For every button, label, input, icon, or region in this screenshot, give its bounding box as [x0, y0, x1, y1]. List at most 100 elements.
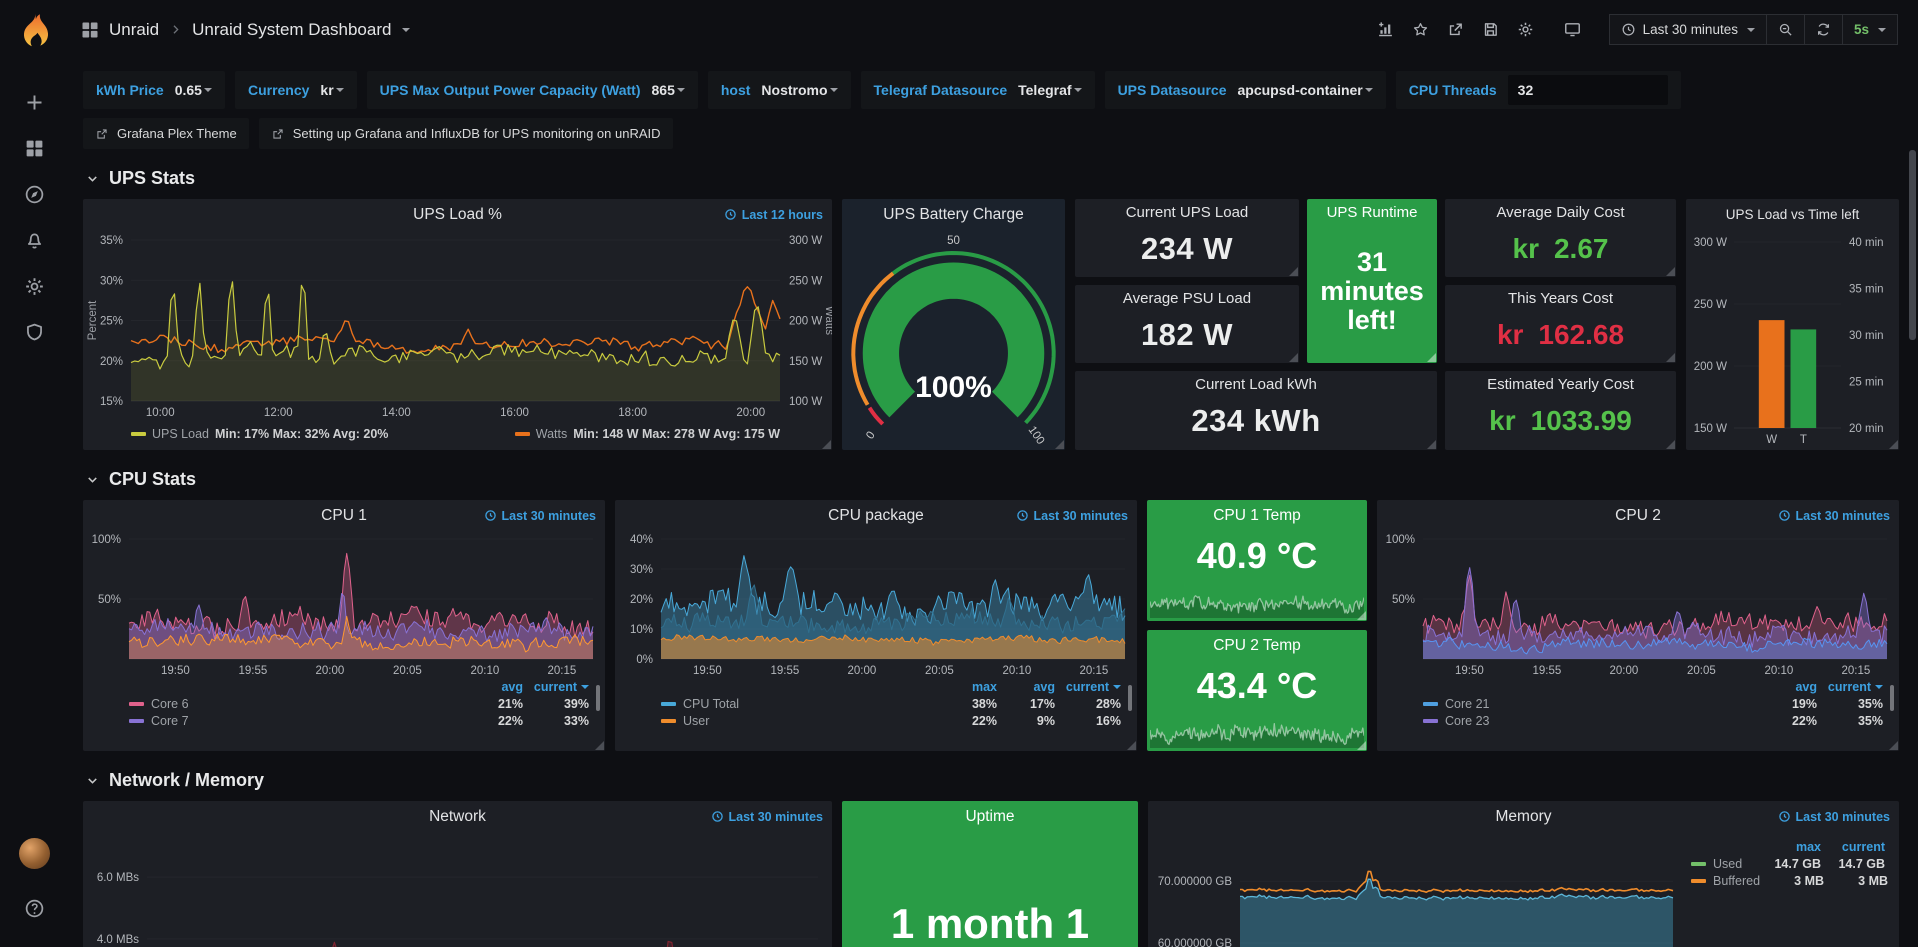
- legend-value: 14.7 GB: [1838, 857, 1885, 871]
- explore-button[interactable]: [11, 171, 57, 217]
- legend-col-current[interactable]: current: [1055, 680, 1121, 694]
- svg-text:20:00: 20:00: [736, 407, 765, 419]
- panel-title[interactable]: CPU 1 Temp: [1213, 506, 1301, 524]
- legend-scrollbar[interactable]: [596, 685, 600, 711]
- legend-col-current[interactable]: current: [1817, 680, 1883, 694]
- panel-title[interactable]: Current Load kWh: [1195, 376, 1317, 393]
- caret-down-icon[interactable]: [402, 27, 411, 36]
- variable-label: UPS Datasource: [1117, 82, 1227, 98]
- legend-series-ups-load[interactable]: UPS Load Min: 17% Max: 32% Avg: 20%: [131, 427, 388, 441]
- link-ups-monitoring-guide[interactable]: Setting up Grafana and InfluxDB for UPS …: [258, 118, 673, 149]
- panel-title[interactable]: Uptime: [965, 807, 1015, 825]
- legend-col-avg[interactable]: avg: [1795, 680, 1817, 694]
- panel-title[interactable]: CPU package: [828, 506, 924, 524]
- stat-value: 43.4 °C: [1196, 665, 1318, 706]
- panel-title[interactable]: This Years Cost: [1507, 290, 1614, 307]
- panel-average-daily-cost: Average Daily Cost kr 2.67: [1445, 199, 1676, 277]
- cpu-package-chart[interactable]: 0% 10% 20% 30% 40% 19:50 19:55 20:00 20:05 20:10 2…: [615, 531, 1137, 677]
- panel-title[interactable]: Memory: [1495, 807, 1552, 825]
- variable-kwh-price[interactable]: kWh Price 0.65: [83, 71, 225, 109]
- panel-title[interactable]: Network: [429, 807, 486, 825]
- ups-load-legend: UPS Load Min: 17% Max: 32% Avg: 20% Watts…: [83, 423, 832, 450]
- cycle-view-button[interactable]: [1556, 13, 1589, 46]
- main-area: Unraid Unraid System Dashboard Last 30 m…: [68, 0, 1918, 947]
- panel-header: UPS Load % Last 12 hours: [83, 199, 832, 230]
- panel-title[interactable]: UPS Runtime: [1326, 204, 1418, 221]
- legend-value: 28%: [1095, 697, 1121, 711]
- panel-title[interactable]: Estimated Yearly Cost: [1487, 376, 1634, 393]
- panel-title[interactable]: CPU 1: [321, 506, 367, 524]
- variable-ups-max-output[interactable]: UPS Max Output Power Capacity (Watt) 865: [366, 71, 698, 109]
- panel-title[interactable]: Average Daily Cost: [1496, 204, 1625, 221]
- zoom-out-button[interactable]: [1765, 14, 1805, 45]
- refresh-interval-picker[interactable]: 5s: [1841, 14, 1898, 45]
- panel-title[interactable]: UPS Battery Charge: [883, 205, 1024, 223]
- section-ups-stats[interactable]: UPS Stats: [85, 168, 1899, 189]
- panel-title[interactable]: UPS Load %: [413, 205, 502, 223]
- panel-time-override: Last 30 minutes: [711, 801, 823, 832]
- panel-title[interactable]: CPU 2 Temp: [1213, 636, 1301, 654]
- legend-series[interactable]: Core 7: [129, 714, 461, 728]
- cpu-threads-input[interactable]: [1517, 82, 1658, 98]
- panel-time-override: Last 12 hours: [724, 199, 823, 230]
- legend-scrollbar[interactable]: [1890, 685, 1894, 711]
- battery-gauge[interactable]: 0 50 100 100%: [842, 230, 1065, 450]
- legend-col-avg[interactable]: avg: [1033, 680, 1055, 694]
- server-admin-button[interactable]: [11, 309, 57, 355]
- avatar[interactable]: [18, 838, 50, 869]
- panel-title[interactable]: CPU 2: [1615, 506, 1661, 524]
- configuration-button[interactable]: [11, 263, 57, 309]
- cpu1-chart[interactable]: 50% 100% 19:50 19:55 20:00 20:05 20:10 20:15: [83, 531, 605, 677]
- star-button[interactable]: [1404, 13, 1437, 46]
- legend-series[interactable]: Core 23: [1423, 714, 1755, 728]
- legend-series-watts[interactable]: Watts Min: 148 W Max: 278 W Avg: 175 W: [514, 427, 780, 441]
- link-grafana-plex-theme[interactable]: Grafana Plex Theme: [83, 118, 249, 149]
- add-panel-button[interactable]: [1369, 13, 1402, 46]
- legend-scrollbar[interactable]: [1128, 685, 1132, 711]
- legend-series[interactable]: User: [661, 714, 939, 728]
- legend-series[interactable]: Core 21: [1423, 697, 1755, 711]
- refresh-button[interactable]: [1803, 14, 1843, 45]
- dashboard-settings-button[interactable]: [1509, 13, 1542, 46]
- sort-caret-icon: [1875, 685, 1883, 693]
- scrollbar-thumb[interactable]: [1909, 150, 1916, 340]
- section-network-memory[interactable]: Network / Memory: [85, 770, 1899, 791]
- legend-col-current[interactable]: current: [523, 680, 589, 694]
- svg-text:30 min: 30 min: [1849, 330, 1884, 342]
- panel-title[interactable]: UPS Load vs Time left: [1725, 207, 1860, 222]
- dashboard-title[interactable]: Unraid System Dashboard: [192, 19, 392, 39]
- dashboards-button[interactable]: [11, 125, 57, 171]
- create-button[interactable]: [11, 79, 57, 125]
- legend-col-avg[interactable]: avg: [501, 680, 523, 694]
- save-button[interactable]: [1474, 13, 1507, 46]
- legend-series[interactable]: CPU Total: [661, 697, 939, 711]
- section-cpu-stats[interactable]: CPU Stats: [85, 469, 1899, 490]
- legend-series[interactable]: Used: [1691, 857, 1757, 871]
- cpu2-chart[interactable]: 50% 100% 19:50 19:55 20:00 20:05 20:10 20:15: [1377, 531, 1899, 677]
- legend-col-max[interactable]: max: [971, 680, 997, 694]
- legend-col-max[interactable]: max: [1795, 840, 1821, 854]
- variable-telegraf-datasource[interactable]: Telegraf Datasource Telegraf: [860, 71, 1095, 109]
- panel-title[interactable]: Current UPS Load: [1125, 204, 1249, 221]
- share-button[interactable]: [1439, 13, 1472, 46]
- link-label: Setting up Grafana and InfluxDB for UPS …: [292, 126, 661, 141]
- legend-series[interactable]: Buffered: [1691, 874, 1760, 888]
- variable-currency[interactable]: Currency kr: [234, 71, 357, 109]
- variable-ups-datasource[interactable]: UPS Datasource apcupsd-container: [1104, 71, 1386, 109]
- star-icon: [1413, 23, 1427, 36]
- ups-load-chart[interactable]: 15% 20% 25% 30% 35% 100 W 150 W 200 W 250 W 300 W…: [83, 230, 832, 423]
- gear-icon: [25, 277, 43, 295]
- variable-host[interactable]: host Nostromo: [707, 71, 851, 109]
- breadcrumb-app[interactable]: Unraid: [109, 19, 160, 39]
- page-scrollbar[interactable]: [1909, 62, 1916, 942]
- legend-col-current[interactable]: current: [1841, 840, 1885, 854]
- grafana-logo[interactable]: [13, 9, 55, 51]
- ups-vs-time-chart[interactable]: 150 W 200 W 250 W 300 W 20 min 25 min 30 min 35…: [1686, 230, 1899, 450]
- legend-series[interactable]: Core 6: [129, 697, 461, 711]
- panel-title[interactable]: Average PSU Load: [1122, 290, 1252, 307]
- alerting-button[interactable]: [11, 217, 57, 263]
- help-button[interactable]: [11, 885, 57, 931]
- time-range-picker[interactable]: Last 30 minutes: [1608, 14, 1767, 45]
